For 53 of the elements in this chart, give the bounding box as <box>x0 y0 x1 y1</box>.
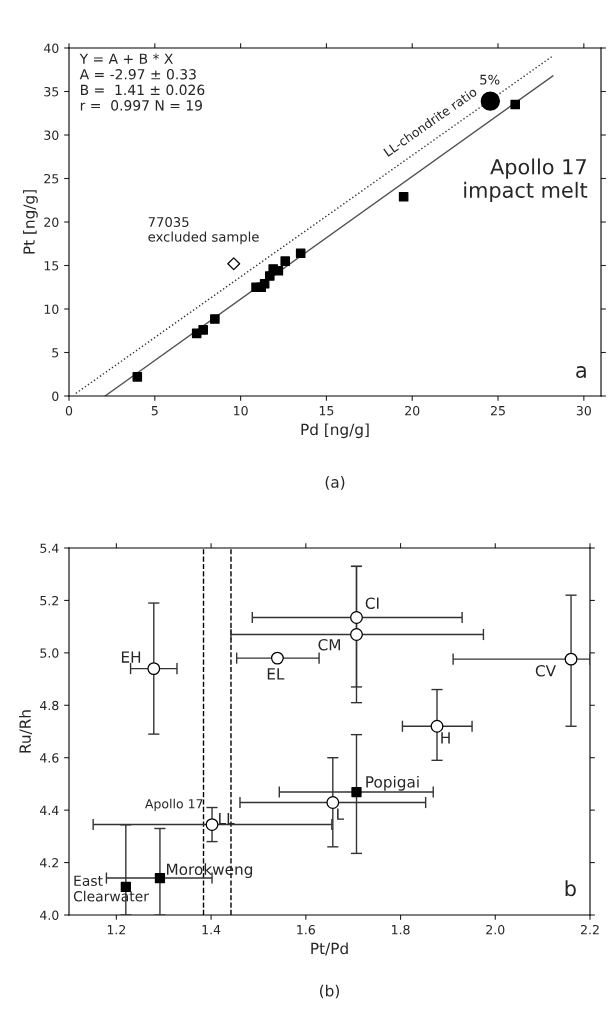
y-tick-label: 25 <box>44 173 59 184</box>
x-tick-label: 1.2 <box>107 924 126 935</box>
annotation: EH <box>121 651 141 663</box>
y-tick-label: 4.2 <box>40 858 59 868</box>
y-tick-label: 0 <box>52 391 59 401</box>
y-tick-label: 4.8 <box>40 700 59 711</box>
x-tick-label: 30 <box>576 405 591 416</box>
annotation: Apollo 17 impact melt <box>464 158 588 202</box>
y-tick-label: 15 <box>44 261 59 271</box>
ref-line-label: Apollo 17 <box>145 798 203 811</box>
text: (b) <box>320 984 339 999</box>
annotation: a <box>576 366 586 379</box>
y-tick-label: 35 <box>44 86 59 97</box>
annotation: 5% <box>480 74 500 85</box>
annotation: 77035 excluded sample <box>148 217 259 245</box>
y-tick-label: 5.2 <box>40 595 59 606</box>
y-axis-title: Pt [ng/g] <box>23 190 38 254</box>
y-tick-label: 5.4 <box>40 543 59 553</box>
annotation: Morokweng <box>166 863 253 879</box>
x-tick-label: 2.2 <box>580 924 599 935</box>
annotation: Y = A + B * X A = -2.97 ± 0.33 B = 1.41 ± 0.026 r = 0.997 N = 19 <box>79 53 205 111</box>
y-tick-label: 5 <box>52 348 59 358</box>
x-axis-title: Pd [ng/g] <box>301 423 369 439</box>
annotation: LL <box>219 813 235 825</box>
annotation: b <box>565 880 576 897</box>
y-tick-label: 4.4 <box>40 805 59 815</box>
annotation: H <box>441 732 450 744</box>
x-tick-label: 15 <box>319 406 334 416</box>
x-tick-label: 10 <box>234 405 248 416</box>
x-axis-title: Pt/Pd <box>311 942 348 956</box>
y-tick-label: 4.0 <box>40 910 59 920</box>
y-tick-label: 4.6 <box>40 753 59 763</box>
annotation: CI <box>365 597 379 609</box>
y-tick-label: 10 <box>44 304 59 314</box>
y-tick-label: 30 <box>44 130 59 140</box>
x-tick-label: 1.8 <box>391 924 410 935</box>
x-tick-label: 2.0 <box>486 924 505 935</box>
x-tick-label: 1.6 <box>297 924 315 935</box>
y-axis-title: Ru/Rh <box>19 710 33 753</box>
x-tick-label: 1.4 <box>202 925 221 935</box>
text: (a) <box>325 476 345 490</box>
x-tick-label: 20 <box>405 405 420 416</box>
annotation: CM <box>318 638 340 651</box>
annotation: CV <box>535 664 556 677</box>
x-tick-label: 25 <box>491 405 505 416</box>
annotation: Popigai <box>366 775 419 791</box>
y-tick-label: 40 <box>43 43 59 53</box>
annotation: L <box>337 808 345 820</box>
y-tick-label: 5.0 <box>40 648 59 658</box>
y-tick-label: 20 <box>44 217 59 227</box>
annotation: EL <box>267 668 285 680</box>
x-tick-label: 5 <box>151 406 158 416</box>
x-tick-label: 0 <box>65 405 73 416</box>
